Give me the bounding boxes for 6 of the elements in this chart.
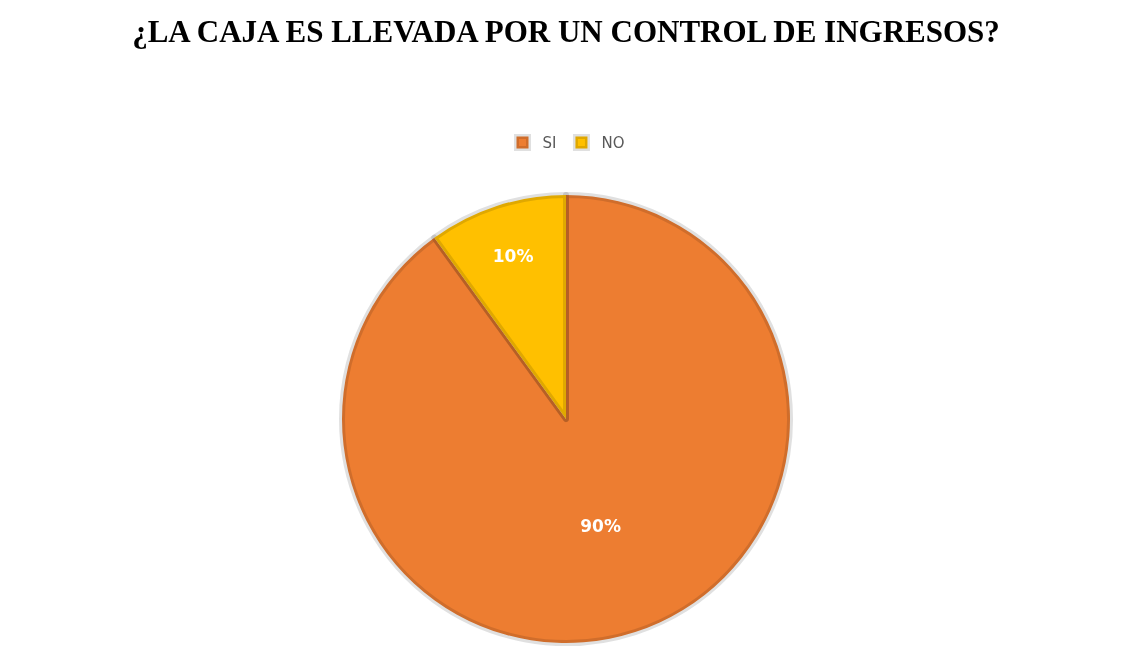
legend-label: NO [601, 134, 625, 153]
pie-slice [339, 192, 793, 646]
data-label: 90% [580, 515, 621, 536]
legend-label: SI [542, 134, 557, 153]
chart-title: ¿LA CAJA ES LLEVADA POR UN CONTROL DE INGRESOS? [132, 13, 1000, 49]
data-label: 10% [492, 246, 534, 267]
